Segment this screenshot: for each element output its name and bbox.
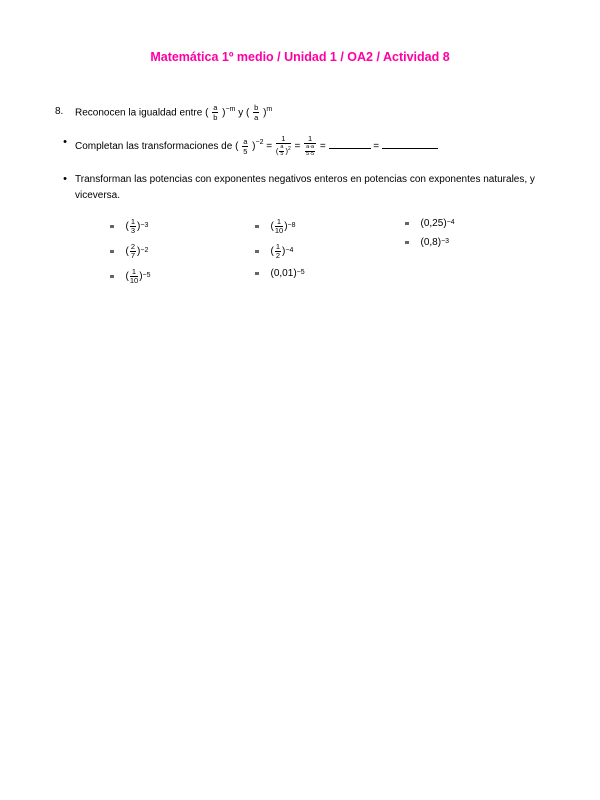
list-item: ( 12 )−4 xyxy=(255,243,405,260)
bullet-icon: • xyxy=(55,135,75,158)
square-bullet-icon xyxy=(255,225,259,229)
equals: = xyxy=(320,141,329,152)
square-bullet-icon xyxy=(255,272,259,276)
blank-2 xyxy=(382,140,438,149)
expression: ( 0,8 )−3 xyxy=(421,237,450,248)
bullet-2: • Transforman las potencias con exponent… xyxy=(55,172,545,204)
list-item: ( 0,01 )−5 xyxy=(255,268,405,279)
list-item: ( 110 )−5 xyxy=(110,268,255,285)
fraction-inverse: 1 (a5)2 xyxy=(276,135,291,158)
expression: ( 0,25 )−4 xyxy=(421,218,455,229)
list-item: ( 13 )−3 xyxy=(110,218,255,235)
text: ) xyxy=(222,107,225,118)
expression: ( 27 )−2 xyxy=(126,243,149,260)
column-1: ( 13 )−3 ( 27 )−2 ( 110 )−5 xyxy=(110,218,255,285)
square-bullet-icon xyxy=(405,222,409,226)
text: Reconocen la igualdad entre ( xyxy=(75,107,208,118)
text: y ( xyxy=(238,107,249,118)
square-bullet-icon xyxy=(110,225,114,229)
square-bullet-icon xyxy=(110,250,114,254)
bullet-1-text: Completan las transformaciones de ( a5 )… xyxy=(75,135,545,158)
equals: = xyxy=(373,141,382,152)
square-bullet-icon xyxy=(110,275,114,279)
bullet-icon: • xyxy=(55,172,75,204)
equals: = xyxy=(266,141,275,152)
list-item: ( 0,25 )−4 xyxy=(405,218,515,229)
expression: ( 110 )−5 xyxy=(126,268,151,285)
expression: ( 110 )−8 xyxy=(271,218,296,235)
list-item: ( 110 )−8 xyxy=(255,218,405,235)
list-item: ( 0,8 )−3 xyxy=(405,237,515,248)
expression: ( 12 )−4 xyxy=(271,243,294,260)
fraction-ab: ab xyxy=(212,104,218,121)
fraction-a5: a5 xyxy=(242,138,248,155)
bullet-1: • Completan las transformaciones de ( a5… xyxy=(55,135,545,158)
question-8: 8. Reconocen la igualdad entre ( ab )−m … xyxy=(55,104,545,121)
exponent-neg2: −2 xyxy=(256,139,264,146)
page-title: Matemática 1º medio / Unidad 1 / OA2 / A… xyxy=(55,50,545,64)
square-bullet-icon xyxy=(405,241,409,245)
expression: ( 0,01 )−5 xyxy=(271,268,305,279)
bullet-2-text: Transforman las potencias con exponentes… xyxy=(75,172,545,204)
text: Completan las transformaciones de ( xyxy=(75,141,238,152)
text: ) xyxy=(252,141,255,152)
equals: = xyxy=(295,141,304,152)
question-number: 8. xyxy=(55,104,75,121)
list-item: ( 27 )−2 xyxy=(110,243,255,260)
column-2: ( 110 )−8 ( 12 )−4 ( 0,01 )−5 xyxy=(255,218,405,285)
question-text: Reconocen la igualdad entre ( ab )−m y (… xyxy=(75,104,545,121)
exponent-m: m xyxy=(266,106,272,113)
square-bullet-icon xyxy=(255,250,259,254)
column-3: ( 0,25 )−4 ( 0,8 )−3 xyxy=(405,218,515,285)
exercise-columns: ( 13 )−3 ( 27 )−2 ( 110 )−5 ( 110 )−8 ( 12 … xyxy=(55,218,545,285)
exponent-neg-m: −m xyxy=(226,106,236,113)
blank-1 xyxy=(329,140,371,149)
expression: ( 13 )−3 xyxy=(126,218,149,235)
fraction-ba: ba xyxy=(253,104,259,121)
fraction-expanded: 1 a·a5·5 xyxy=(304,135,316,158)
